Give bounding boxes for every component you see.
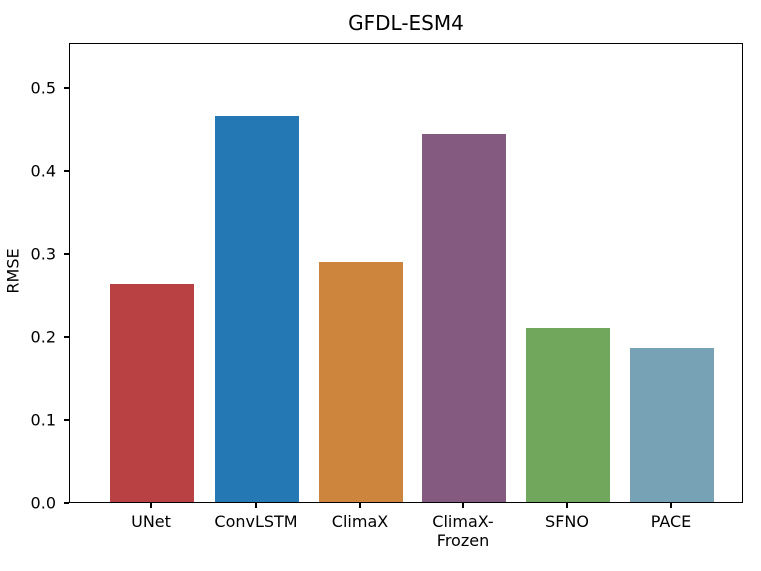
y-tick-mark xyxy=(64,502,69,504)
bar-climax-frozen xyxy=(422,134,506,502)
bar-pace xyxy=(630,348,714,502)
x-tick-label: SFNO xyxy=(545,512,589,531)
x-tick-mark xyxy=(670,503,672,508)
y-tick-mark xyxy=(64,336,69,338)
bar-climax xyxy=(319,262,403,502)
y-tick-label: 0.5 xyxy=(30,78,56,98)
x-tick-label: UNet xyxy=(131,512,171,531)
y-tick-mark xyxy=(64,87,69,89)
y-tick-label: 0.2 xyxy=(30,327,56,347)
bar-sfno xyxy=(526,327,610,502)
x-tick-mark xyxy=(255,503,257,508)
bar-convlstm xyxy=(215,115,299,502)
y-tick-mark xyxy=(64,419,69,421)
y-tick-label: 0.4 xyxy=(30,161,56,181)
x-tick-mark xyxy=(566,503,568,508)
y-tick-label: 0.1 xyxy=(30,410,56,430)
plot-area xyxy=(69,43,743,503)
x-tick-mark xyxy=(150,503,152,508)
x-tick-label: PACE xyxy=(650,512,692,531)
y-tick-label: 0.3 xyxy=(30,244,56,264)
x-tick-label: ClimaX xyxy=(331,512,389,531)
chart-title: GFDL-ESM4 xyxy=(348,11,464,35)
y-tick-mark xyxy=(64,253,69,255)
bar-unet xyxy=(110,283,194,502)
y-tick-label: 0.0 xyxy=(30,493,56,513)
x-tick-mark xyxy=(462,503,464,508)
y-tick-mark xyxy=(64,170,69,172)
x-tick-label: ClimaX- Frozen xyxy=(432,512,494,551)
x-tick-label: ConvLSTM xyxy=(214,512,298,531)
x-tick-mark xyxy=(359,503,361,508)
